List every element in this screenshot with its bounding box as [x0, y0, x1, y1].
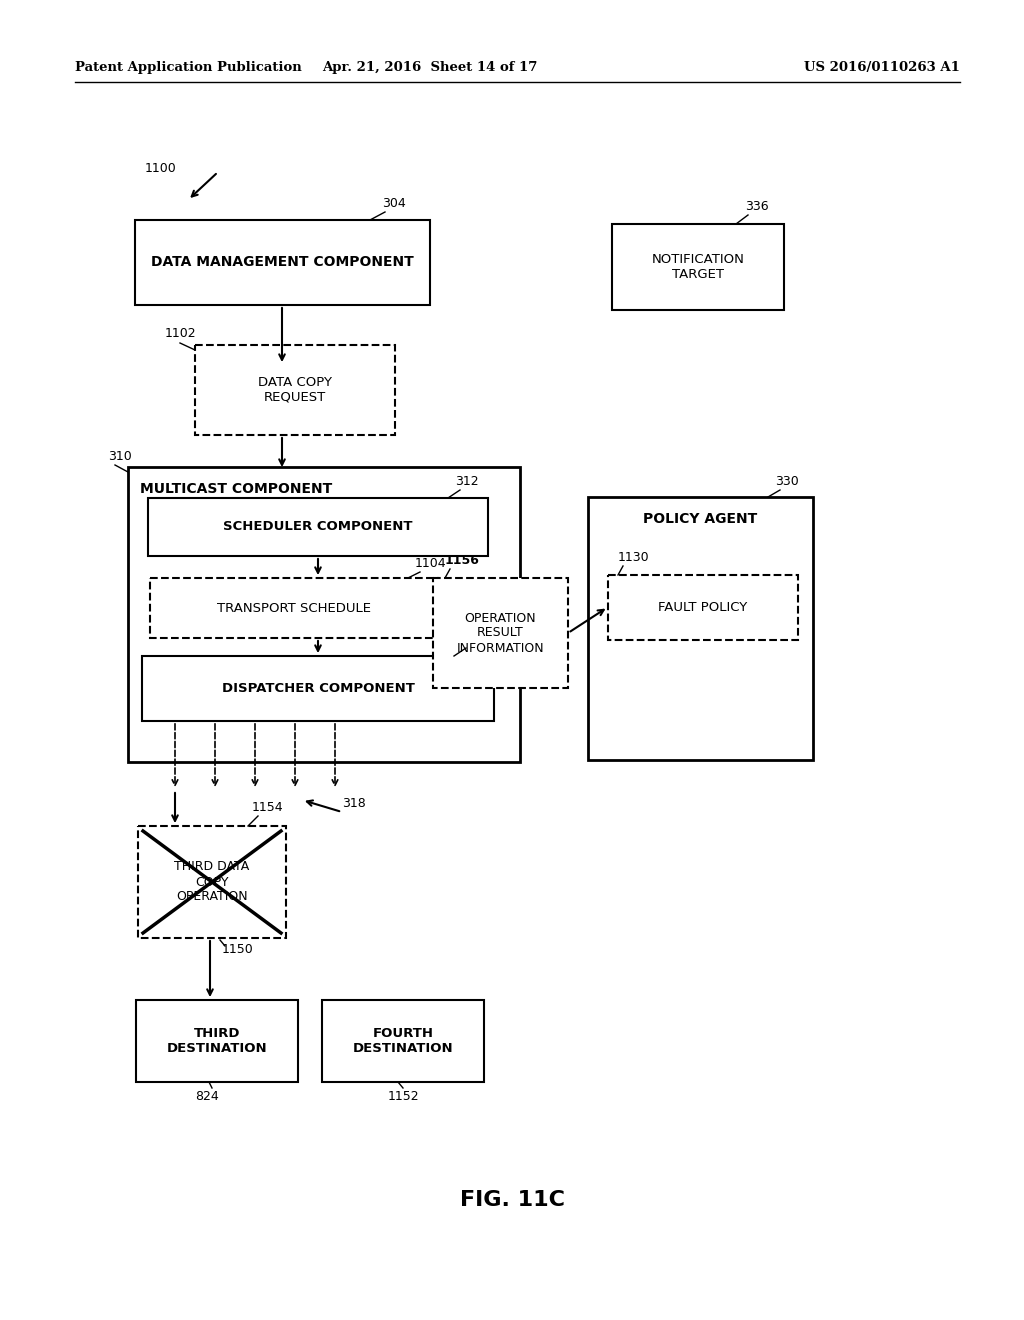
- Text: 1104: 1104: [415, 557, 446, 570]
- Text: DISPATCHER COMPONENT: DISPATCHER COMPONENT: [221, 682, 415, 696]
- Text: 1100: 1100: [145, 161, 177, 174]
- Text: DATA MANAGEMENT COMPONENT: DATA MANAGEMENT COMPONENT: [152, 256, 414, 269]
- Text: THIRD DATA
COPY
OPERATION: THIRD DATA COPY OPERATION: [174, 861, 250, 903]
- Text: 318: 318: [342, 797, 366, 810]
- Bar: [148, 498, 488, 556]
- Text: 1154: 1154: [252, 801, 284, 814]
- Text: 312: 312: [455, 475, 478, 488]
- Bar: [135, 220, 430, 305]
- Text: FAULT POLICY: FAULT POLICY: [658, 601, 748, 614]
- Bar: [136, 1001, 298, 1082]
- Text: FOURTH
DESTINATION: FOURTH DESTINATION: [352, 1027, 454, 1055]
- Text: 330: 330: [775, 475, 799, 488]
- Text: US 2016/0110263 A1: US 2016/0110263 A1: [804, 62, 961, 74]
- Text: 1130: 1130: [618, 550, 649, 564]
- Text: DATA COPY
REQUEST: DATA COPY REQUEST: [258, 376, 332, 404]
- Text: TRANSPORT SCHEDULE: TRANSPORT SCHEDULE: [217, 602, 371, 615]
- Text: SCHEDULER COMPONENT: SCHEDULER COMPONENT: [223, 520, 413, 533]
- Bar: [588, 498, 813, 760]
- Text: MULTICAST COMPONENT: MULTICAST COMPONENT: [140, 482, 332, 496]
- Bar: [195, 345, 395, 436]
- Text: POLICY AGENT: POLICY AGENT: [643, 512, 757, 525]
- Text: 1156: 1156: [445, 554, 480, 568]
- Bar: [138, 826, 286, 939]
- Bar: [150, 578, 438, 638]
- Text: 1102: 1102: [165, 327, 197, 341]
- Bar: [322, 1001, 484, 1082]
- Bar: [612, 224, 784, 310]
- Text: 336: 336: [745, 201, 769, 213]
- Text: 310: 310: [108, 450, 132, 463]
- Text: Apr. 21, 2016  Sheet 14 of 17: Apr. 21, 2016 Sheet 14 of 17: [323, 62, 538, 74]
- Text: 316: 316: [462, 632, 485, 645]
- Bar: [608, 576, 798, 640]
- Bar: [433, 578, 568, 688]
- Text: THIRD
DESTINATION: THIRD DESTINATION: [167, 1027, 267, 1055]
- Text: Patent Application Publication: Patent Application Publication: [75, 62, 302, 74]
- Text: FIG. 11C: FIG. 11C: [460, 1191, 564, 1210]
- Text: OPERATION
RESULT
INFORMATION: OPERATION RESULT INFORMATION: [457, 611, 545, 655]
- Bar: [142, 656, 494, 721]
- Text: NOTIFICATION
TARGET: NOTIFICATION TARGET: [651, 253, 744, 281]
- Text: 304: 304: [382, 197, 406, 210]
- Text: 1150: 1150: [222, 942, 254, 956]
- Text: 1152: 1152: [387, 1090, 419, 1104]
- Bar: [128, 467, 520, 762]
- Text: 824: 824: [196, 1090, 219, 1104]
